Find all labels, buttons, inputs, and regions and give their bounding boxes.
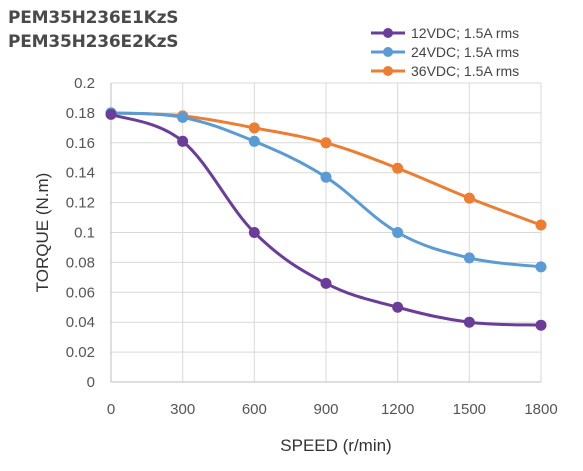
legend-label: 24VDC; 1.5A rms — [411, 44, 519, 60]
chart-title-line-2: PEM35H236E2KzS — [8, 32, 179, 52]
data-point — [248, 135, 260, 147]
x-tick-label: 300 — [170, 401, 195, 418]
legend-label: 12VDC; 1.5A rms — [411, 25, 519, 41]
legend-entry: 12VDC; 1.5A rms — [371, 25, 519, 41]
x-tick-label: 1500 — [453, 401, 486, 418]
y-axis-title: TORQUE (N.m) — [33, 173, 52, 293]
y-tick-label: 0.16 — [66, 135, 95, 152]
legend-marker — [383, 66, 393, 76]
y-tick-label: 0.06 — [66, 284, 95, 301]
x-tick-label: 900 — [313, 401, 338, 418]
legend-marker — [383, 47, 393, 57]
y-tick-label: 0.12 — [66, 195, 95, 212]
legend-label: 36VDC; 1.5A rms — [411, 63, 519, 79]
data-point — [392, 162, 404, 174]
axes: 0 0.02 0.04 0.06 0.08 0.1 0.12 0.14 0.16 0.18 0.2 0… — [66, 75, 558, 418]
y-tick-label: 0.18 — [66, 105, 95, 122]
legend-marker — [383, 28, 393, 38]
data-point — [535, 319, 547, 331]
data-point — [535, 261, 547, 273]
data-point — [177, 111, 189, 123]
legend-entry: 36VDC; 1.5A rms — [371, 63, 519, 79]
data-point — [248, 227, 260, 238]
legend-entry: 24VDC; 1.5A rms — [371, 44, 519, 60]
data-point — [463, 252, 475, 264]
chart-title-line-1: PEM35H236E1KzS — [8, 8, 179, 28]
data-point — [463, 316, 475, 328]
data-point — [392, 227, 404, 238]
series-1 — [105, 108, 547, 331]
x-tick-label: 1200 — [381, 401, 414, 418]
data-point — [248, 122, 260, 134]
y-tick-label: 0 — [87, 374, 95, 391]
legend: 12VDC; 1.5A rms 24VDC; 1.5A rms 36VDC; 1.5… — [371, 25, 519, 79]
series-layer — [105, 107, 547, 331]
data-point — [320, 137, 332, 149]
x-tick-label: 0 — [107, 401, 115, 418]
data-point — [535, 219, 547, 231]
y-tick-label: 0.1 — [74, 225, 95, 242]
data-point — [392, 301, 404, 313]
data-point — [463, 192, 475, 204]
gridlines — [110, 82, 542, 383]
data-point — [320, 277, 332, 289]
chart-title-block: PEM35H236E1KzS PEM35H236E2KzS — [8, 6, 179, 54]
x-tick-label: 600 — [242, 401, 267, 418]
y-tick-label: 0.02 — [66, 344, 95, 361]
data-point — [177, 135, 189, 147]
y-tick-label: 0.2 — [74, 75, 95, 92]
data-point — [320, 171, 332, 183]
data-point — [105, 108, 117, 120]
x-axis-title: SPEED (r/min) — [280, 436, 391, 455]
y-tick-label: 0.14 — [66, 165, 95, 182]
y-tick-label: 0.04 — [66, 314, 95, 331]
y-tick-label: 0.08 — [66, 254, 95, 271]
x-tick-label: 1800 — [524, 401, 557, 418]
